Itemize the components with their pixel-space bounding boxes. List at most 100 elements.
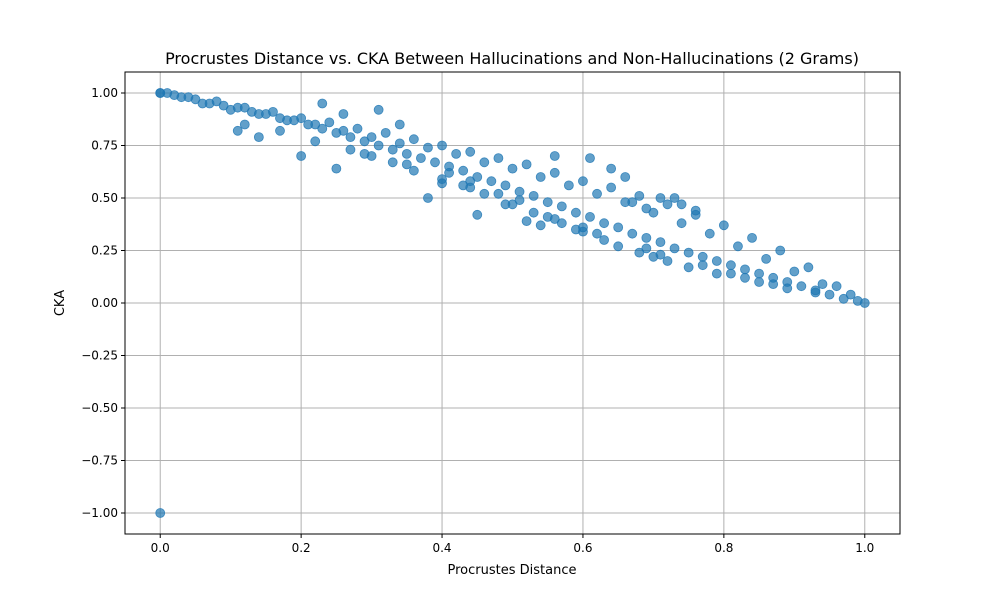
scatter-point — [211, 96, 222, 107]
scatter-point — [394, 138, 405, 149]
y-tick-label: 1.00 — [91, 86, 118, 100]
scatter-point — [528, 207, 539, 218]
scatter-point — [451, 148, 462, 159]
y-axis-label: CKA — [53, 290, 68, 316]
grid-layer — [125, 72, 900, 534]
scatter-point — [408, 134, 419, 145]
scatter-point — [465, 182, 476, 193]
scatter-point — [592, 228, 602, 239]
scatter-point — [683, 262, 694, 273]
scatter-point — [775, 245, 786, 256]
scatter-point — [754, 277, 764, 287]
scatter-point — [430, 157, 440, 168]
scatter-point — [662, 256, 673, 266]
scatter-point — [613, 222, 624, 233]
scatter-point — [472, 172, 483, 182]
scatter-point — [683, 247, 694, 258]
scatter-point — [859, 298, 870, 308]
scatter-point — [726, 260, 736, 271]
scatter-point — [401, 159, 412, 170]
y-tick-label: 0.00 — [91, 296, 118, 310]
scatter-point — [239, 119, 250, 130]
scatter-point — [465, 146, 476, 157]
scatter-point — [740, 264, 750, 275]
scatter-point — [232, 125, 243, 136]
scatter-point — [817, 279, 828, 290]
scatter-point — [253, 109, 264, 119]
scatter-point — [514, 186, 525, 197]
scatter-point — [542, 197, 553, 208]
scatter-point — [796, 281, 807, 292]
scatter-point — [747, 232, 757, 243]
scatter-point — [275, 125, 285, 136]
scatter-point — [711, 256, 722, 266]
scatter-point — [507, 163, 518, 174]
scatter-point — [338, 109, 349, 119]
x-tick-label: 0.4 — [432, 541, 451, 555]
scatter-point — [754, 268, 764, 279]
scatter-point — [761, 253, 772, 264]
scatter-point — [578, 222, 588, 233]
x-tick-label: 0.2 — [292, 541, 311, 555]
scatter-point — [486, 176, 497, 187]
scatter-point — [585, 153, 595, 164]
scatter-point — [669, 193, 680, 203]
scatter-point — [416, 153, 426, 164]
scatter-point — [711, 268, 722, 279]
y-tick-label: −0.25 — [81, 349, 118, 363]
scatter-point — [401, 148, 412, 159]
scatter-point — [655, 249, 666, 260]
scatter-point — [641, 243, 652, 254]
scatter-point — [310, 136, 321, 147]
x-tick-label: 0.0 — [151, 541, 170, 555]
scatter-point — [408, 165, 419, 176]
scatter-point — [493, 188, 504, 199]
scatter-point — [479, 157, 490, 168]
scatter-point — [627, 197, 638, 208]
scatter-point — [733, 241, 743, 252]
scatter-point — [197, 98, 208, 109]
scatter-point — [831, 281, 842, 292]
scatter-point — [528, 190, 539, 201]
scatter-point — [824, 289, 835, 300]
scatter-point — [366, 132, 377, 143]
scatter-point — [387, 144, 398, 155]
scatter-point — [352, 123, 363, 134]
scatter-point — [782, 283, 793, 294]
scatter-point — [549, 151, 560, 161]
scatter-point — [423, 142, 433, 153]
scatter-point — [387, 157, 398, 168]
scatter-point — [394, 119, 405, 130]
scatter-point — [740, 272, 750, 283]
scatter-point — [218, 100, 229, 111]
y-tick-label: 0.25 — [91, 244, 118, 258]
scatter-point — [444, 167, 454, 178]
scatter-point — [437, 140, 447, 151]
scatter-point — [592, 188, 602, 199]
chart-title: Procrustes Distance vs. CKA Between Hall… — [165, 49, 859, 68]
scatter-point — [521, 216, 532, 227]
scatter-point — [373, 140, 384, 151]
scatter-point — [620, 172, 631, 182]
scatter-point — [627, 228, 638, 239]
scatter-point — [225, 104, 236, 115]
scatter-point — [662, 199, 673, 210]
scatter-point — [437, 178, 447, 189]
scatter-point — [726, 268, 736, 279]
scatter-point — [359, 148, 370, 159]
scatter-point — [578, 176, 588, 187]
scatter-point — [239, 102, 250, 113]
y-tick-label: 0.75 — [91, 139, 118, 153]
scatter-point — [810, 287, 821, 298]
scatter-point — [549, 214, 560, 224]
scatter-point — [324, 117, 335, 128]
y-tick-label: −1.00 — [81, 506, 118, 520]
ticks-layer: 0.0 0.2 0.4 0.6 0.8 1.0 −1.00 −0.75 −0.50 −0.25 0.… — [81, 86, 874, 555]
scatter-point — [296, 113, 307, 124]
scatter-point — [535, 172, 546, 182]
scatter-point — [556, 201, 567, 212]
scatter-point — [268, 107, 278, 117]
scatter-point — [373, 104, 384, 115]
scatter-point — [359, 136, 370, 147]
